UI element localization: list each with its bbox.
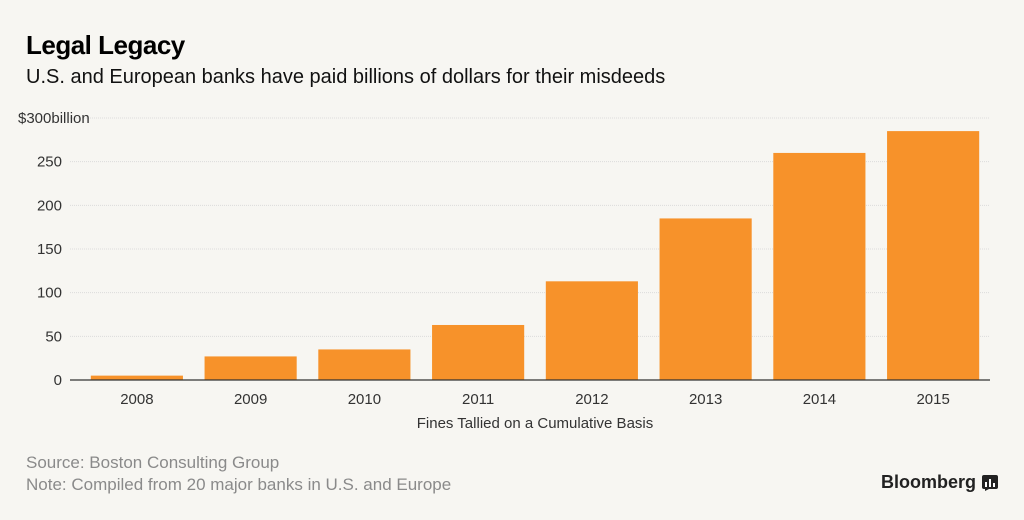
chart-footer: Source: Boston Consulting Group Note: Co… [26, 452, 451, 496]
y-tick-label: 200 [37, 197, 62, 214]
chart-title: Legal Legacy [26, 30, 185, 60]
x-axis-label: Fines Tallied on a Cumulative Basis [417, 415, 654, 432]
chart-subtitle: U.S. and European banks have paid billio… [26, 66, 666, 88]
bar [318, 349, 411, 380]
x-tick-label: 2014 [803, 391, 836, 408]
bar [659, 218, 752, 380]
y-tick-label: 0 [54, 372, 62, 389]
bar [90, 375, 183, 380]
x-tick-label: 2013 [689, 391, 722, 408]
x-tick-label: 2009 [234, 391, 267, 408]
bloomberg-chart-icon [982, 474, 998, 491]
y-tick-label: 100 [37, 285, 62, 302]
bar [545, 281, 638, 380]
bar [773, 152, 866, 380]
x-tick-label: 2012 [575, 391, 608, 408]
bar [204, 356, 297, 380]
source-note: Source: Boston Consulting Group [26, 453, 280, 472]
bloomberg-logo: Bloomberg [881, 472, 998, 493]
y-tick-label: 150 [37, 241, 62, 258]
bar [432, 324, 525, 380]
x-tick-label: 2008 [120, 391, 153, 408]
y-tick-label: 50 [45, 328, 62, 345]
x-tick-label: 2010 [348, 391, 381, 408]
compilation-note: Note: Compiled from 20 major banks in U.… [26, 475, 452, 494]
x-tick-label: 2011 [462, 391, 494, 408]
brand-name: Bloomberg [880, 472, 976, 492]
y-tick-label: $300billion [18, 110, 90, 127]
bar [887, 131, 980, 380]
y-tick-label: 250 [37, 154, 62, 171]
bar-chart: 0 50 100 150 200 250 $300billion 2008 2009 2010 20… [18, 110, 990, 432]
x-tick-label: 2015 [916, 391, 949, 408]
